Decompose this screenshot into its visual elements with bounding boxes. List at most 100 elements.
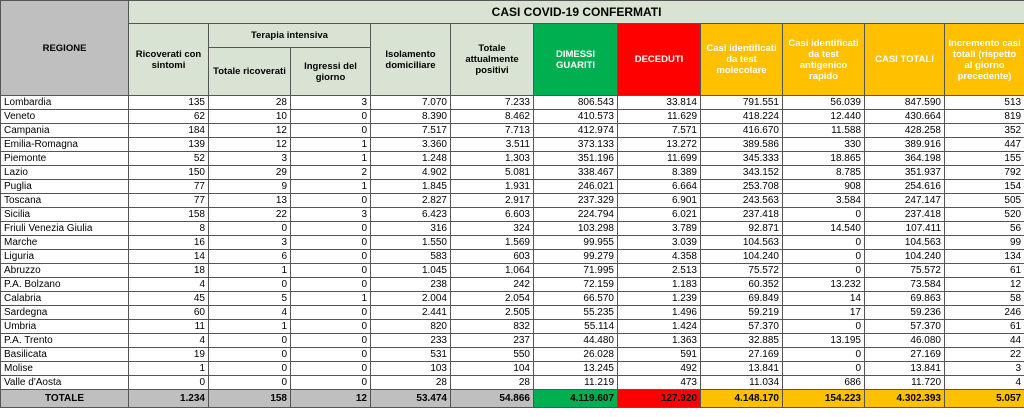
value-cell: 56.039	[782, 95, 865, 110]
value-cell: 0	[290, 193, 371, 208]
value-cell: 345.333	[700, 151, 783, 166]
value-cell: 3	[208, 151, 291, 166]
region-cell: Basilicata	[0, 347, 129, 362]
value-cell: 2.827	[370, 193, 451, 208]
value-cell: 908	[782, 179, 865, 194]
value-cell: 6.603	[450, 207, 534, 222]
table-title: CASI COVID-19 CONFERMATI	[127, 0, 1024, 24]
value-cell: 1.496	[617, 305, 701, 320]
value-cell: 14	[782, 291, 865, 306]
table-row: P.A. Trento 4 0 0 233 237 44.480 1.363 32.885 13.…	[0, 333, 1024, 348]
value-cell: 242	[450, 277, 534, 292]
value-cell: 53.474	[370, 389, 451, 408]
value-cell: 154.223	[782, 389, 865, 408]
value-cell: 389.916	[864, 137, 945, 152]
value-cell: 0	[290, 263, 371, 278]
table-row: Basilicata 19 0 0 531 550 26.028 591 27.169 0 27.1…	[0, 347, 1024, 362]
region-header: REGIONE	[0, 0, 129, 96]
value-cell: 2.054	[450, 291, 534, 306]
value-cell: 69.863	[864, 291, 945, 306]
value-cell: 0	[290, 305, 371, 320]
value-cell: 4.119.607	[533, 389, 618, 408]
value-cell: 17	[782, 305, 865, 320]
value-cell: 57.370	[864, 319, 945, 334]
region-cell: Campania	[0, 123, 129, 138]
value-cell: 52	[128, 151, 209, 166]
value-cell: 13.841	[700, 361, 783, 376]
value-cell: 0	[208, 333, 291, 348]
value-cell: 28	[208, 95, 291, 110]
value-cell: 330	[782, 137, 865, 152]
value-cell: 77	[128, 193, 209, 208]
region-cell: Lazio	[0, 165, 129, 180]
value-cell: 0	[290, 347, 371, 362]
value-cell: 0	[208, 347, 291, 362]
value-cell: 418.224	[700, 109, 783, 124]
value-cell: 22	[208, 207, 291, 222]
group-header: Terapia intensiva	[208, 23, 371, 48]
value-cell: 246	[943, 305, 1024, 320]
value-cell: 22	[943, 347, 1024, 362]
value-cell: 10	[208, 109, 291, 124]
value-cell: 18.865	[782, 151, 865, 166]
value-cell: 72.159	[533, 277, 618, 292]
value-cell: 0	[782, 263, 865, 278]
value-cell: 4.302.393	[864, 389, 945, 408]
value-cell: 1.931	[450, 179, 534, 194]
value-cell: 3	[943, 361, 1024, 376]
value-cell: 11.034	[700, 375, 783, 390]
value-cell: 224.794	[533, 207, 618, 222]
value-cell: 2	[290, 165, 371, 180]
value-cell: 45	[128, 291, 209, 306]
value-cell: 4	[208, 305, 291, 320]
value-cell: 4.902	[370, 165, 451, 180]
value-cell: 103	[370, 361, 451, 376]
column-header: Ricoverati con sintomi	[128, 23, 209, 96]
value-cell: 104.240	[700, 249, 783, 264]
value-cell: 9	[208, 179, 291, 194]
value-cell: 92.871	[700, 221, 783, 236]
region-cell: Veneto	[0, 109, 129, 124]
value-cell: 44.480	[533, 333, 618, 348]
value-cell: 135	[128, 95, 209, 110]
table-row: Valle d'Aosta 0 0 0 28 28 11.219 473 11.034 686 11…	[0, 375, 1024, 390]
value-cell: 12	[943, 277, 1024, 292]
value-cell: 847.590	[864, 95, 945, 110]
table-row: Abruzzo 18 1 0 1.045 1.064 71.995 2.513 75.572 0 7…	[0, 263, 1024, 278]
value-cell: 14.540	[782, 221, 865, 236]
column-header: DIMESSI GUARITI	[533, 23, 618, 96]
value-cell: 61	[943, 263, 1024, 278]
table-row: Emilia-Romagna 139 12 1 3.360 3.511 373.133 13.…	[0, 137, 1024, 152]
value-cell: 238	[370, 277, 451, 292]
value-cell: 3	[290, 207, 371, 222]
value-cell: 27.169	[864, 347, 945, 362]
value-cell: 11	[128, 319, 209, 334]
value-cell: 55.114	[533, 319, 618, 334]
value-cell: 2.917	[450, 193, 534, 208]
value-cell: 11.720	[864, 375, 945, 390]
value-cell: 492	[617, 361, 701, 376]
value-cell: 69.849	[700, 291, 783, 306]
region-cell: Liguria	[0, 249, 129, 264]
table-row: P.A. Bolzano 4 0 0 238 242 72.159 1.183 60.352 13…	[0, 277, 1024, 292]
value-cell: 33.814	[617, 95, 701, 110]
table-row: Liguria 14 6 0 583 603 99.279 4.358 104.240 0 104.…	[0, 249, 1024, 264]
value-cell: 19	[128, 347, 209, 362]
value-cell: 4	[943, 375, 1024, 390]
value-cell: 1.550	[370, 235, 451, 250]
value-cell: 127.920	[617, 389, 701, 408]
region-cell: Puglia	[0, 179, 129, 194]
region-cell: Lombardia	[0, 95, 129, 110]
value-cell: 2.505	[450, 305, 534, 320]
value-cell: 0	[290, 235, 371, 250]
value-cell: 104	[450, 361, 534, 376]
value-cell: 1.424	[617, 319, 701, 334]
value-cell: 364.198	[864, 151, 945, 166]
value-cell: 1.248	[370, 151, 451, 166]
value-cell: 1	[128, 361, 209, 376]
value-cell: 104.563	[700, 235, 783, 250]
value-cell: 107.411	[864, 221, 945, 236]
value-cell: 0	[290, 333, 371, 348]
value-cell: 3.511	[450, 137, 534, 152]
